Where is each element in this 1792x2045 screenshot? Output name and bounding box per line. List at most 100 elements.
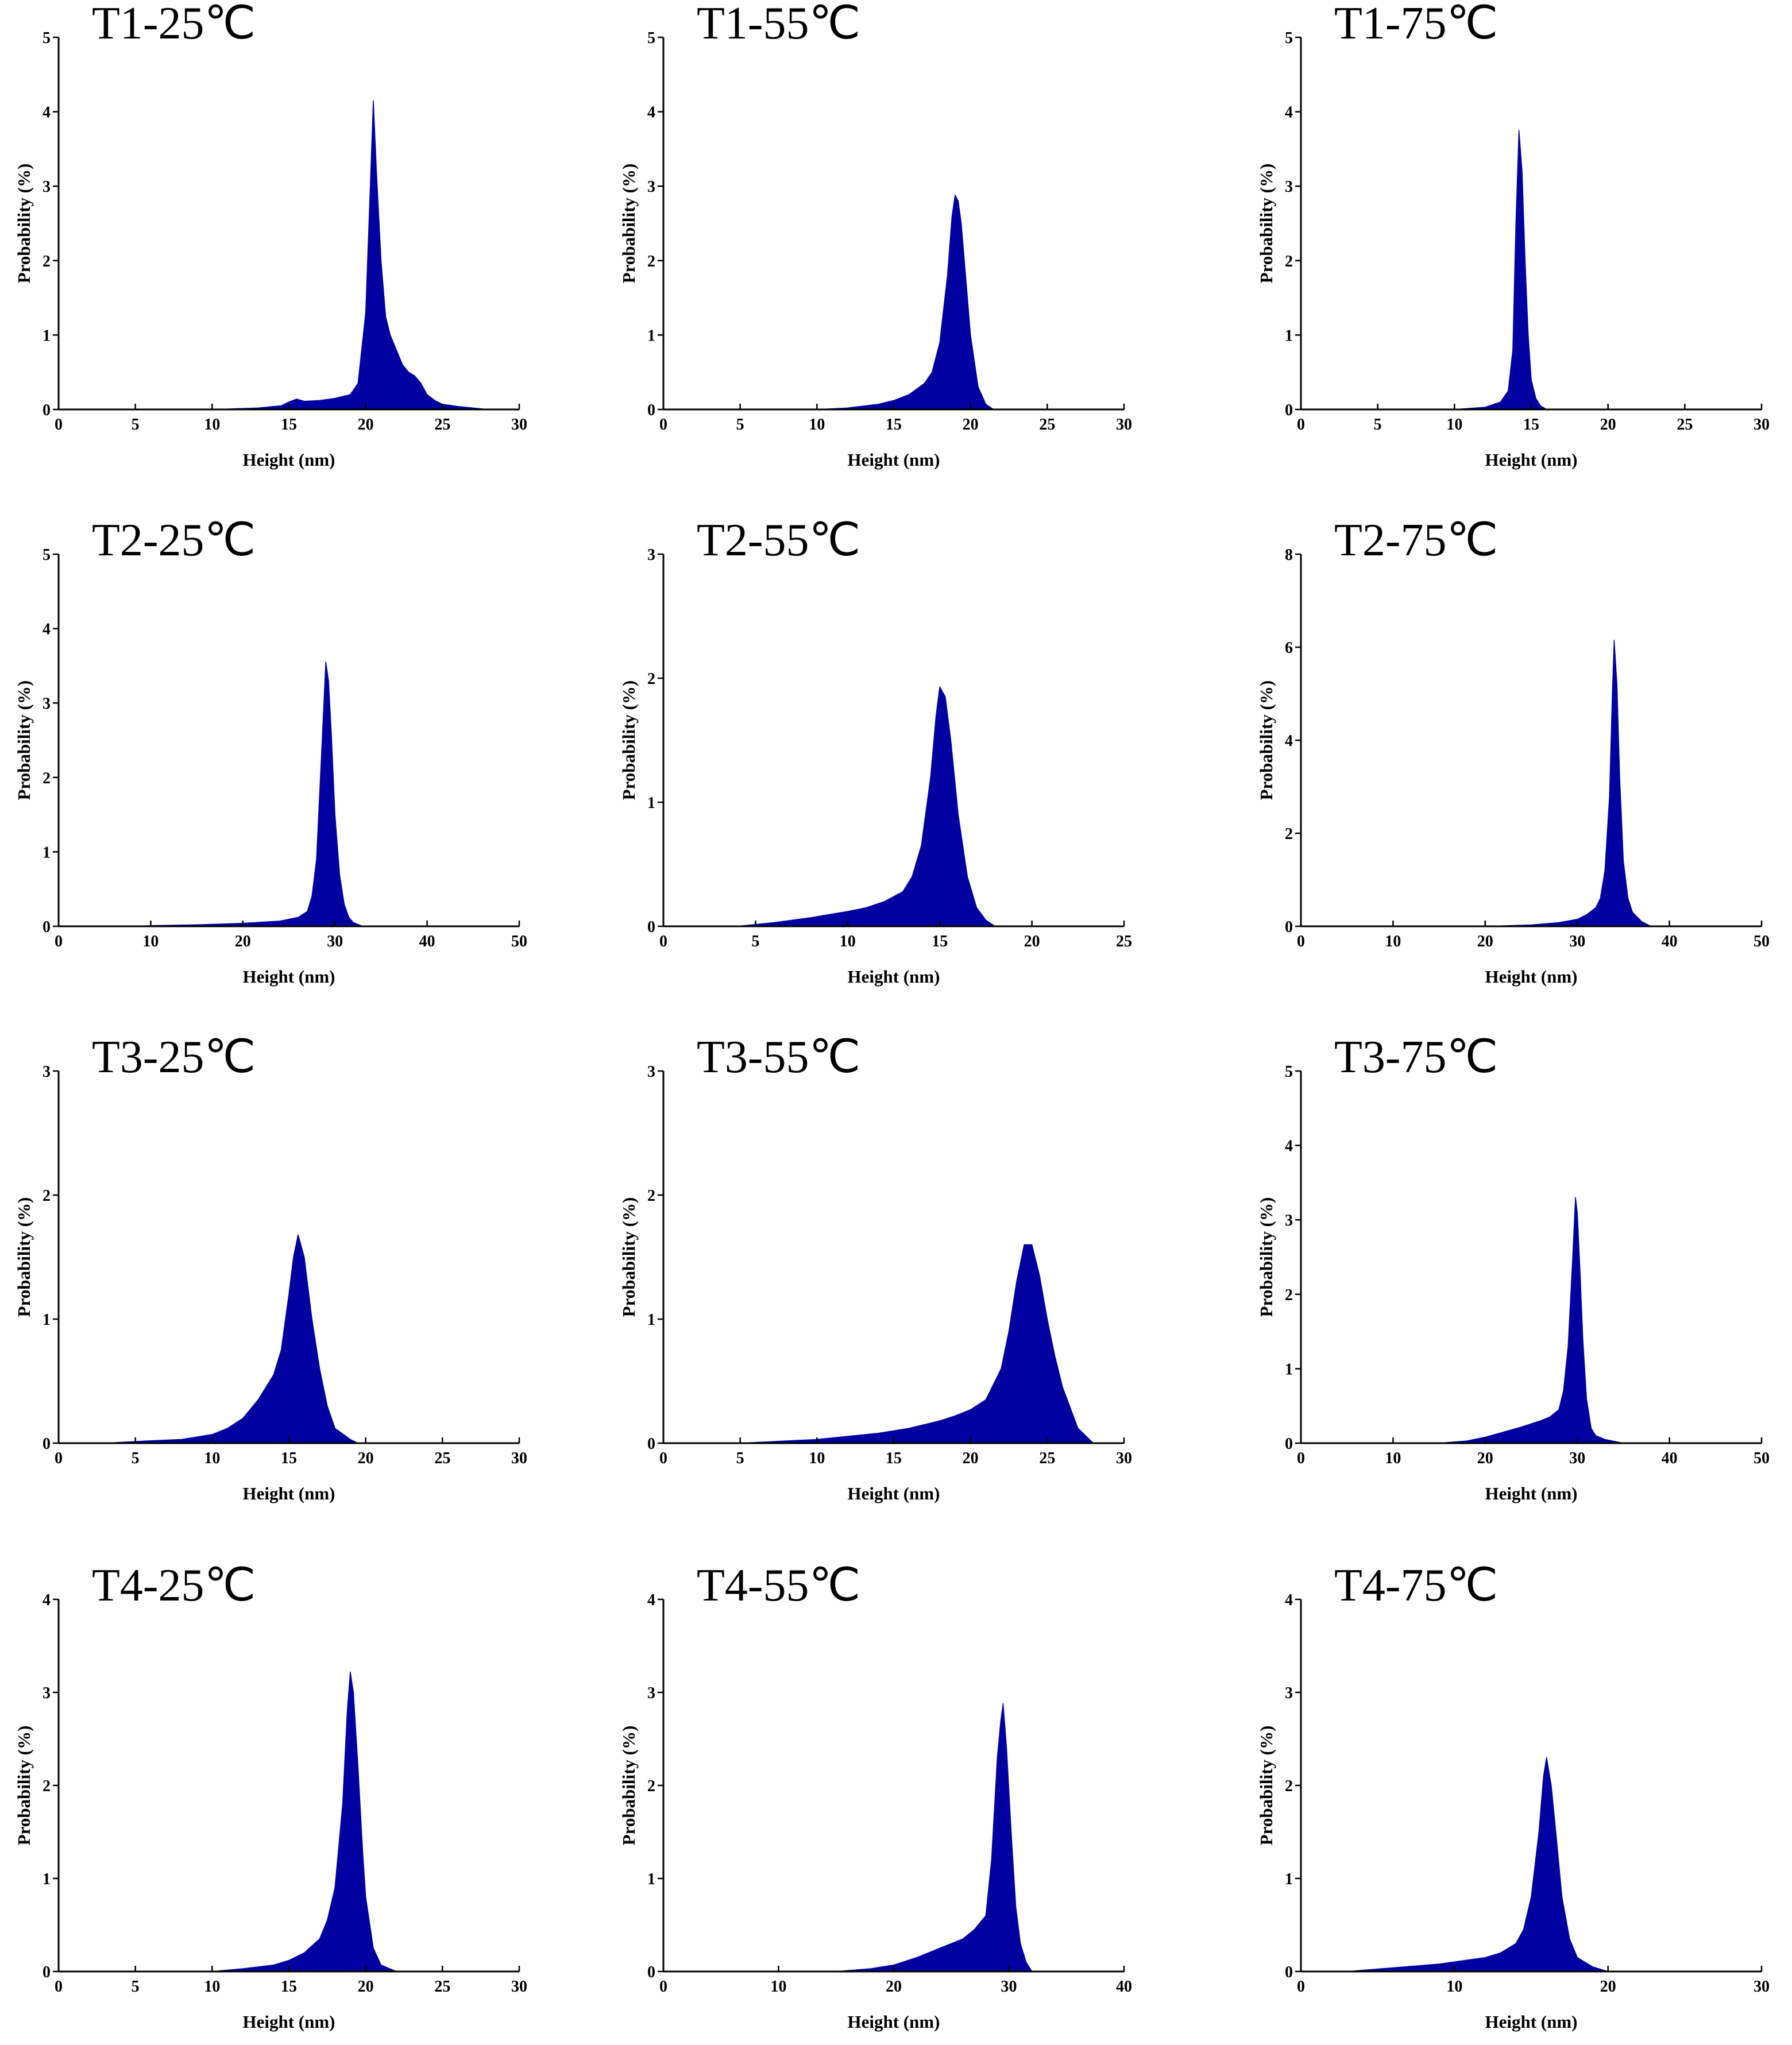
x-tick-label: 0 <box>55 1978 63 1996</box>
x-tick-label: 25 <box>1039 416 1055 434</box>
chart-panel-10: 0 5 10 15 20 25 30 0 1 2 3 4 Height (nm) Probability … <box>14 1560 527 2032</box>
x-tick-label: 40 <box>1662 933 1678 950</box>
y-tick-label: 3 <box>1285 178 1293 196</box>
x-tick-label: 30 <box>1001 1978 1017 1996</box>
x-tick-label: 0 <box>659 1449 667 1467</box>
x-tick-label: 5 <box>1374 416 1382 434</box>
y-tick-label: 2 <box>43 1777 51 1795</box>
x-tick-label: 10 <box>809 416 825 434</box>
x-tick-label: 15 <box>886 416 902 434</box>
chart-panel-9: 0 10 20 30 40 50 0 1 2 3 4 5 Height (nm) Probability … <box>1256 1032 1770 1503</box>
x-tick-label: 20 <box>886 1978 902 1996</box>
x-tick-label: 40 <box>1662 1449 1678 1467</box>
y-tick-label: 0 <box>647 1435 655 1453</box>
x-axis-label: Height (nm) <box>242 2012 335 2032</box>
x-tick-label: 10 <box>840 933 856 950</box>
x-tick-label: 20 <box>358 416 374 434</box>
y-tick-label: 0 <box>647 401 655 419</box>
y-tick-label: 3 <box>647 546 655 564</box>
x-tick-label: 10 <box>204 1978 220 1996</box>
y-tick-label: 4 <box>1285 1138 1293 1155</box>
histogram-area <box>58 662 520 927</box>
x-tick-label: 0 <box>55 1449 63 1467</box>
y-axis-label: Probability (%) <box>14 1197 34 1317</box>
chart-panel-3: 0 5 10 15 20 25 30 0 1 2 3 4 5 Height (nm) Probability… <box>1256 0 1770 470</box>
chart-panel-2: 0 5 10 15 20 25 30 0 1 2 3 4 5 Height (nm) Probability… <box>619 0 1132 470</box>
x-axis-label: Height (nm) <box>847 967 940 987</box>
y-tick-label: 2 <box>1285 825 1293 843</box>
x-tick-label: 20 <box>1024 933 1040 950</box>
y-axis-label: Probability (%) <box>1256 1197 1276 1317</box>
y-tick-label: 3 <box>43 1684 51 1702</box>
panel-title: T3-75℃ <box>1334 1032 1498 1083</box>
x-tick-label: 0 <box>55 416 63 434</box>
chart-panel-7: 0 5 10 15 20 25 30 0 1 2 3 Height (nm) Probability (… <box>14 1032 527 1503</box>
x-tick-label: 25 <box>434 416 450 434</box>
y-tick-label: 1 <box>647 1870 655 1888</box>
x-tick-label: 25 <box>1677 416 1693 434</box>
x-tick-label: 5 <box>132 1449 140 1467</box>
y-tick-label: 1 <box>1285 1870 1293 1888</box>
y-tick-label: 3 <box>1285 1684 1293 1702</box>
x-tick-label: 15 <box>886 1449 902 1467</box>
y-tick-label: 1 <box>43 327 51 345</box>
x-tick-label: 30 <box>511 416 527 434</box>
y-tick-label: 1 <box>647 327 655 345</box>
x-axis-label: Height (nm) <box>242 450 335 470</box>
y-tick-label: 5 <box>43 29 51 47</box>
x-tick-label: 10 <box>1446 416 1462 434</box>
x-tick-label: 5 <box>751 933 759 950</box>
x-tick-label: 0 <box>1297 933 1305 950</box>
y-tick-label: 2 <box>43 1187 51 1205</box>
x-tick-label: 25 <box>434 1978 450 1996</box>
x-tick-label: 30 <box>511 1978 527 1996</box>
y-tick-label: 0 <box>43 1435 51 1453</box>
x-tick-label: 20 <box>963 416 979 434</box>
y-tick-label: 4 <box>1285 104 1293 122</box>
y-tick-label: 4 <box>647 1591 655 1609</box>
x-tick-label: 10 <box>204 1449 220 1467</box>
y-axis-label: Probability (%) <box>619 1197 639 1317</box>
y-tick-label: 1 <box>1285 327 1293 345</box>
x-tick-label: 5 <box>736 416 744 434</box>
panel-title: T4-55℃ <box>697 1560 860 1611</box>
chart-panel-4: 0 10 20 30 40 50 0 1 2 3 4 5 Height (nm) Probability … <box>14 515 527 987</box>
y-tick-label: 5 <box>1285 1063 1293 1081</box>
x-tick-label: 20 <box>358 1978 374 1996</box>
y-tick-label: 0 <box>647 1963 655 1981</box>
y-tick-label: 3 <box>43 1063 51 1081</box>
y-tick-label: 2 <box>1285 253 1293 270</box>
y-tick-label: 2 <box>1285 1286 1293 1304</box>
x-tick-label: 20 <box>963 1449 979 1467</box>
x-tick-label: 20 <box>358 1449 374 1467</box>
y-tick-label: 1 <box>43 1870 51 1888</box>
x-tick-label: 20 <box>235 933 251 950</box>
y-tick-label: 4 <box>1285 732 1293 750</box>
panel-title: T4-75℃ <box>1334 1560 1498 1611</box>
panel-title: T2-55℃ <box>697 515 860 566</box>
histogram-area <box>1300 640 1762 927</box>
x-tick-label: 15 <box>932 933 948 950</box>
panel-title: T4-25℃ <box>92 1560 256 1611</box>
panel-title: T3-55℃ <box>697 1032 860 1083</box>
y-axis-label: Probability (%) <box>1256 1726 1276 1846</box>
y-tick-label: 5 <box>1285 29 1293 47</box>
y-tick-label: 4 <box>43 1591 51 1609</box>
y-tick-label: 2 <box>43 253 51 270</box>
y-tick-label: 0 <box>43 401 51 419</box>
x-tick-label: 0 <box>1297 1449 1305 1467</box>
x-tick-label: 25 <box>1116 933 1132 950</box>
x-tick-label: 30 <box>327 933 343 950</box>
y-axis-label: Probability (%) <box>619 164 639 284</box>
x-tick-label: 40 <box>1116 1978 1132 1996</box>
x-tick-label: 15 <box>281 1978 297 1996</box>
histogram-area <box>58 100 520 410</box>
chart-panel-12: 0 10 20 30 0 1 2 3 4 Height (nm) Probability (%) T4… <box>1256 1560 1770 2032</box>
chart-panel-1: 0 5 10 15 20 25 30 0 1 2 3 4 5 Height (nm) Probability… <box>14 0 527 470</box>
y-tick-label: 2 <box>1285 1777 1293 1795</box>
x-tick-label: 5 <box>132 416 140 434</box>
x-tick-label: 30 <box>511 1449 527 1467</box>
x-tick-label: 30 <box>1754 416 1770 434</box>
y-tick-label: 1 <box>43 1311 51 1329</box>
y-tick-label: 2 <box>647 1777 655 1795</box>
